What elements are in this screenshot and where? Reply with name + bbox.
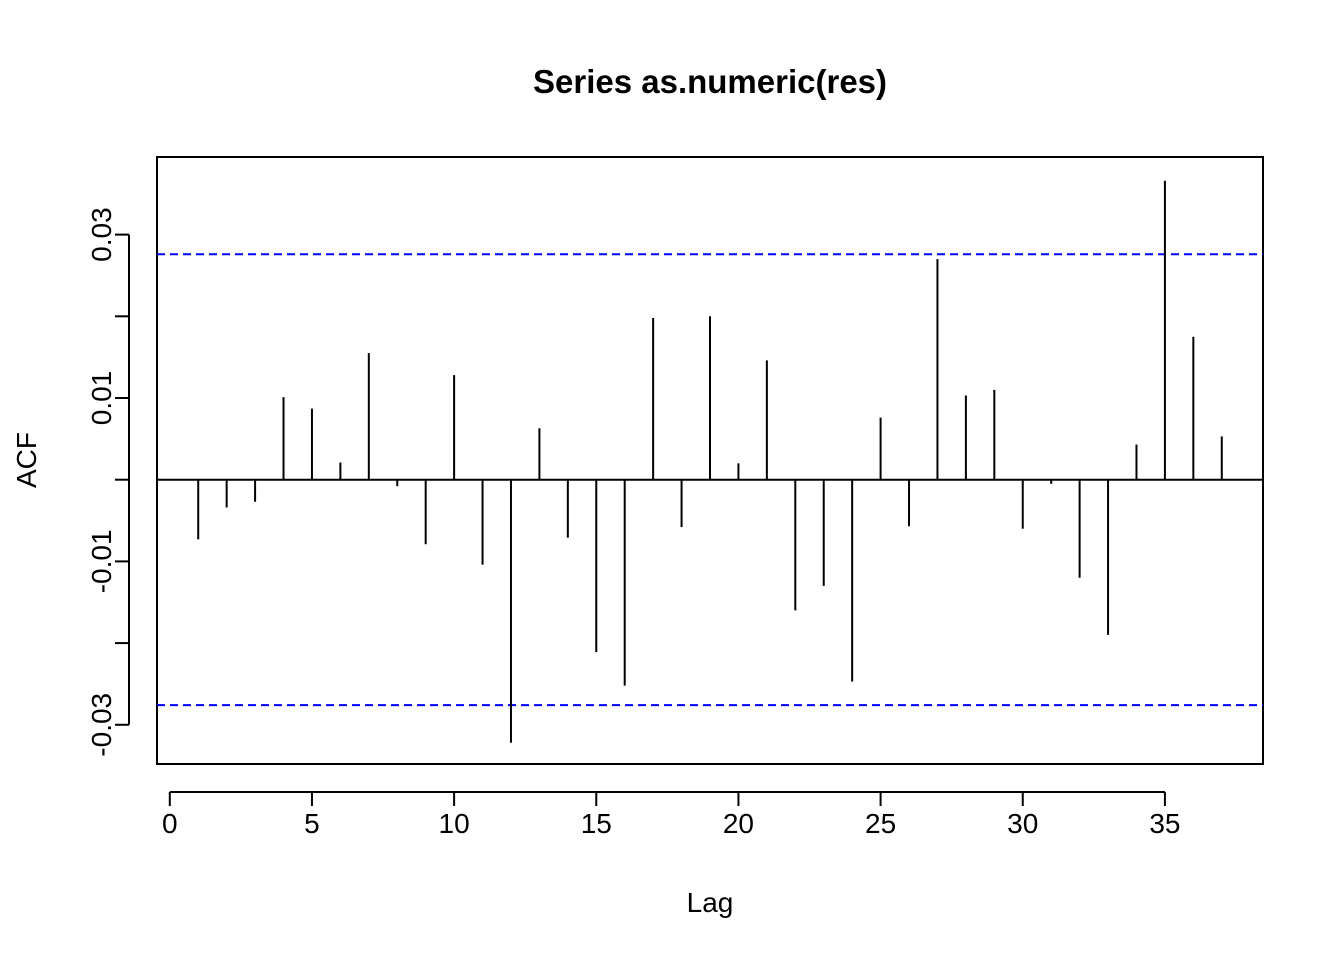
x-tick-label: 5 — [304, 808, 320, 839]
x-tick-label: 35 — [1149, 808, 1180, 839]
x-tick-label: 10 — [439, 808, 470, 839]
y-tick-label: 0.03 — [86, 207, 117, 261]
chart-marks: 0 5 10 15 20 25 30 35 -0.03 -0.01 0.01 0.03 — [86, 156, 1264, 839]
x-axis-label: Lag — [687, 887, 734, 918]
y-tick-label: -0.03 — [86, 693, 117, 757]
x-tick-label: 15 — [581, 808, 612, 839]
x-tick-label: 30 — [1007, 808, 1038, 839]
x-tick-label: 20 — [723, 808, 754, 839]
x-tick-label: 0 — [162, 808, 178, 839]
x-tick-label: 25 — [865, 808, 896, 839]
y-tick-label: -0.01 — [86, 529, 117, 593]
chart-title: Series as.numeric(res) — [533, 63, 887, 100]
y-tick-label: 0.01 — [86, 371, 117, 426]
y-axis-label: ACF — [11, 432, 42, 488]
plot-frame — [156, 156, 1264, 765]
